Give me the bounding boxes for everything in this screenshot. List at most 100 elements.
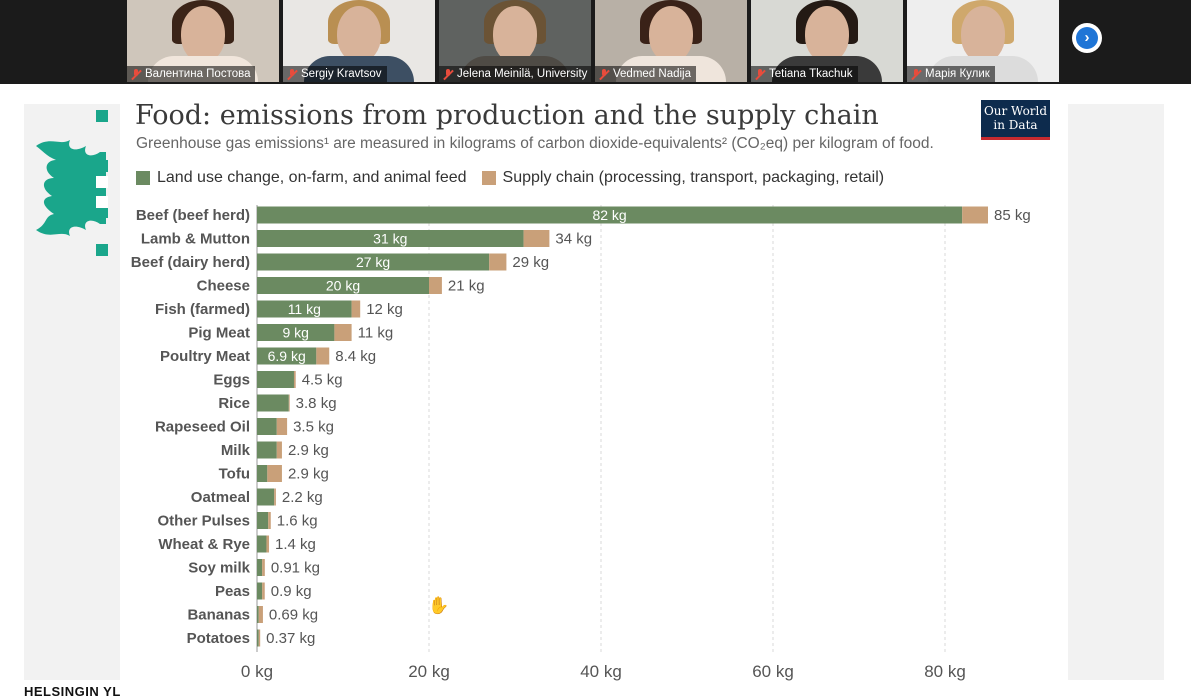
bar-supply-chain: [258, 606, 263, 623]
category-label: Cheese: [197, 278, 250, 295]
category-label: Potatoes: [187, 630, 250, 647]
x-tick-label: 20 kg: [408, 662, 450, 681]
bar-inner-label: 9 kg: [282, 325, 308, 341]
category-label: Milk: [221, 442, 251, 459]
category-label: Rapeseed Oil: [155, 419, 250, 436]
bar-supply-chain: [351, 300, 361, 318]
participant-tile[interactable]: Sergiy Kravtsov: [283, 0, 435, 82]
participant-name-label: Валентина Постова: [127, 66, 256, 82]
bar-total-label: 3.5 kg: [293, 419, 334, 436]
participant-name: Sergiy Kravtsov: [301, 68, 382, 80]
participant-tile[interactable]: Vedmed Nadija: [595, 0, 747, 82]
mic-muted-icon: [287, 68, 297, 80]
bar-supply-chain: [262, 582, 265, 600]
bar-supply-chain: [276, 418, 288, 435]
bar-supply-chain: [276, 441, 282, 459]
category-label: Bananas: [187, 607, 250, 624]
x-tick-label: 40 kg: [580, 662, 622, 681]
category-label: Tofu: [219, 466, 250, 483]
category-label: Rice: [218, 395, 250, 412]
participant-name-label: Tetiana Tkachuk: [751, 66, 858, 82]
bar-total-label: 29 kg: [512, 254, 549, 271]
bar-supply-chain: [258, 629, 261, 647]
owid-logo-line1: Our World: [983, 104, 1048, 118]
participant-name: Jelena Meinilä, University ...: [457, 68, 591, 80]
participant-name-label: Марія Кулик: [907, 66, 995, 82]
bar-supply-chain: [334, 324, 352, 341]
bar-supply-chain: [962, 206, 988, 224]
bar-land-use: [257, 347, 317, 365]
mic-muted-icon: [911, 68, 921, 80]
legend-label: Land use change, on-farm, and animal fee…: [157, 169, 467, 186]
x-tick-label: 0 kg: [241, 662, 273, 681]
bar-supply-chain: [316, 347, 330, 365]
x-tick-label: 80 kg: [924, 662, 966, 681]
bar-land-use: [257, 230, 524, 247]
mic-muted-icon: [443, 68, 453, 80]
participant-tile[interactable]: Марія Кулик: [907, 0, 1059, 82]
category-label: Lamb & Mutton: [141, 231, 250, 248]
bar-supply-chain: [429, 277, 442, 294]
bar-supply-chain: [267, 465, 282, 482]
bar-land-use: [257, 488, 275, 506]
bar-supply-chain: [489, 253, 507, 271]
bar-inner-label: 11 kg: [288, 301, 321, 317]
chevron-right-icon: ›: [1076, 27, 1098, 49]
category-label: Beef (dairy herd): [131, 254, 250, 271]
mic-muted-icon: [131, 68, 141, 80]
participant-tile[interactable]: Jelena Meinilä, University ...: [439, 0, 591, 82]
bar-land-use: [257, 441, 277, 459]
bar-land-use: [257, 324, 335, 341]
bar-land-use: [257, 582, 263, 600]
bar-land-use: [257, 606, 259, 623]
bar-land-use: [257, 277, 429, 294]
university-name-partial: HELSINGIN YL: [24, 684, 121, 699]
university-flame-logo-icon: [36, 110, 108, 256]
bar-land-use: [257, 535, 267, 553]
category-label: Peas: [215, 583, 250, 600]
bar-supply-chain: [274, 488, 276, 506]
bar-total-label: 0.91 kg: [271, 560, 320, 577]
bar-supply-chain: [288, 394, 290, 412]
owid-logo-line2: in Data: [993, 118, 1038, 132]
category-label: Poultry Meat: [160, 348, 250, 365]
bar-inner-label: 27 kg: [356, 254, 390, 270]
bar-inner-label: 20 kg: [326, 278, 360, 294]
category-label: Pig Meat: [188, 325, 250, 342]
legend-item-supply-chain: Supply chain (processing, transport, pac…: [481, 169, 885, 187]
hand-cursor-icon: ✋: [428, 596, 450, 615]
category-label: Soy milk: [188, 560, 250, 577]
bar-land-use: [257, 512, 269, 529]
bar-total-label: 0.37 kg: [266, 630, 315, 647]
bar-land-use: [257, 465, 268, 482]
participant-name: Валентина Постова: [145, 68, 251, 80]
category-label: Eggs: [213, 372, 250, 389]
participant-tile[interactable]: Tetiana Tkachuk: [751, 0, 903, 82]
legend-swatch: [481, 171, 496, 185]
legend-item-land-use: Land use change, on-farm, and animal fee…: [136, 169, 467, 187]
mic-muted-icon: [599, 68, 609, 80]
bar-supply-chain: [523, 230, 550, 247]
bar-inner-label: 6.9 kg: [268, 348, 306, 364]
chart-legend: Land use change, on-farm, and animal fee…: [136, 169, 899, 187]
bar-land-use: [257, 629, 259, 647]
participant-name-label: Jelena Meinilä, University ...: [439, 66, 591, 82]
bar-supply-chain: [266, 535, 270, 553]
bar-land-use: [257, 371, 294, 388]
category-label: Wheat & Rye: [158, 536, 250, 553]
bar-total-label: 1.4 kg: [275, 536, 316, 553]
bar-supply-chain: [262, 559, 265, 576]
bar-land-use: [257, 394, 289, 412]
participant-name: Tetiana Tkachuk: [769, 68, 853, 80]
mic-muted-icon: [755, 68, 765, 80]
bar-total-label: 12 kg: [366, 301, 403, 318]
bar-land-use: [257, 418, 277, 435]
bar-total-label: 0.69 kg: [269, 607, 318, 624]
next-participants-button[interactable]: ›: [1072, 23, 1102, 53]
bar-total-label: 4.5 kg: [302, 372, 343, 389]
participant-tile[interactable]: Валентина Постова: [127, 0, 279, 82]
category-label: Oatmeal: [191, 489, 250, 506]
legend-label: Supply chain (processing, transport, pac…: [502, 169, 885, 186]
bar-total-label: 34 kg: [555, 231, 592, 248]
